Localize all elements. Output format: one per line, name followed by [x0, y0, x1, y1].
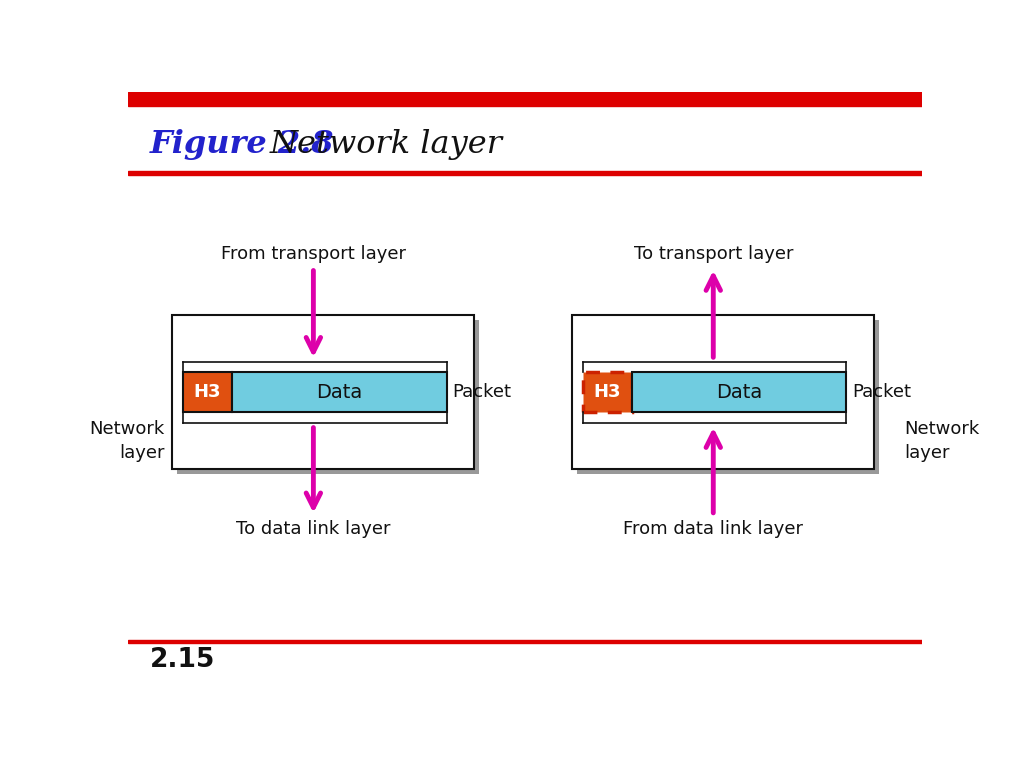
Text: Network
layer: Network layer	[904, 420, 979, 462]
Bar	[177, 320, 479, 474]
Bar	[577, 320, 879, 474]
Text: From transport layer: From transport layer	[221, 245, 406, 263]
Bar	[632, 372, 847, 412]
Bar	[183, 372, 231, 412]
Text: To data link layer: To data link layer	[237, 520, 390, 538]
Bar	[128, 640, 922, 644]
Bar	[172, 316, 474, 469]
Bar	[128, 171, 922, 175]
Text: H3: H3	[594, 383, 621, 402]
Text: Data: Data	[316, 383, 362, 402]
Text: 2.15: 2.15	[150, 647, 215, 674]
Bar	[231, 372, 446, 412]
Text: Data: Data	[716, 383, 762, 402]
Text: Figure 2.8: Figure 2.8	[150, 129, 334, 160]
Bar	[572, 316, 874, 469]
Text: H3: H3	[194, 383, 221, 402]
Text: Network layer: Network layer	[270, 129, 503, 160]
Text: To transport layer: To transport layer	[634, 245, 793, 263]
Bar	[583, 372, 632, 412]
Text: Packet: Packet	[453, 383, 512, 402]
Text: Network
layer: Network layer	[89, 420, 165, 462]
Text: Packet: Packet	[853, 383, 911, 402]
Text: From data link layer: From data link layer	[624, 520, 803, 538]
Bar	[128, 92, 922, 106]
